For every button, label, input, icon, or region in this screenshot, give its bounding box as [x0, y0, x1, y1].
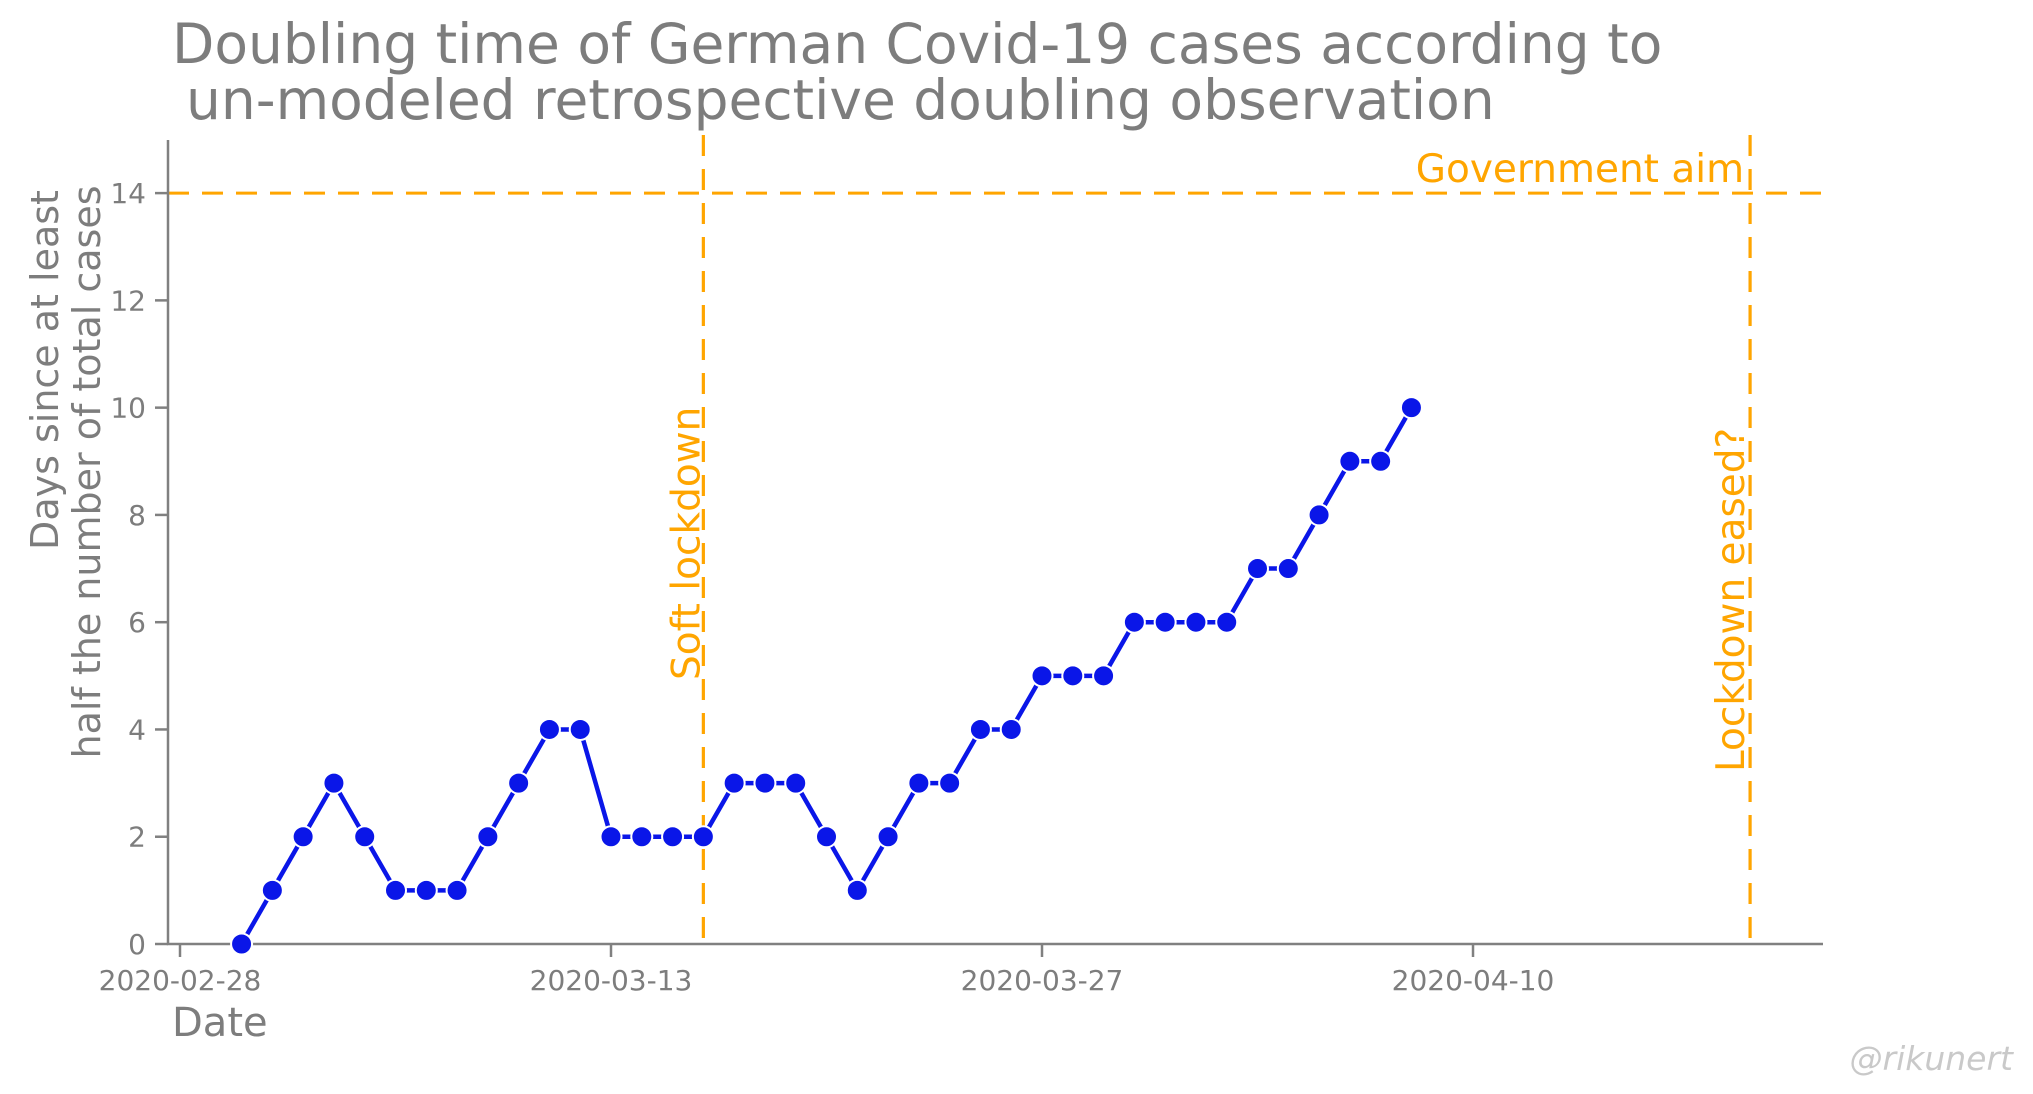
data-point [568, 717, 592, 741]
y-tick-label: 10 [110, 392, 146, 425]
y-tick-label: 0 [128, 928, 146, 961]
data-point [1338, 449, 1362, 473]
y-tick-label: 14 [110, 177, 146, 210]
data-point [691, 825, 715, 849]
y-tick-label: 12 [110, 284, 146, 317]
data-point [322, 771, 346, 795]
data-point [784, 771, 808, 795]
data-point [1369, 449, 1393, 473]
y-tick-label: 4 [128, 713, 146, 746]
data-point [1153, 610, 1177, 634]
data-point [414, 878, 438, 902]
data-point [1399, 396, 1423, 420]
data-point [722, 771, 746, 795]
y-axis-label-line2: half the number of total cases [65, 185, 109, 758]
data-point [445, 878, 469, 902]
lockdown-eased-label: Lockdown eased? [1709, 428, 1754, 772]
government-aim-label: Government aim [1416, 147, 1744, 192]
data-point [384, 878, 408, 902]
data-point [1246, 557, 1270, 581]
data-point [999, 717, 1023, 741]
x-tick-label: 2020-03-27 [961, 964, 1124, 997]
data-point [230, 932, 254, 956]
data-point [938, 771, 962, 795]
x-axis-label: Date [172, 1000, 268, 1046]
soft-lockdown-label: Soft lockdown [664, 407, 709, 680]
plot-area: Government aim Soft lockdown Lockdown ease… [99, 135, 1823, 997]
data-point [753, 771, 777, 795]
y-tick-label: 8 [128, 499, 146, 532]
data-point [876, 825, 900, 849]
x-tick-label: 2020-03-13 [530, 964, 693, 997]
data-point [599, 825, 623, 849]
data-point [661, 825, 685, 849]
x-tick-label: 2020-04-10 [1392, 964, 1555, 997]
data-point [1030, 664, 1054, 688]
data-point [1092, 664, 1116, 688]
data-point [845, 878, 869, 902]
data-point [907, 771, 931, 795]
data-point [291, 825, 315, 849]
data-point [1307, 503, 1331, 527]
data-point [476, 825, 500, 849]
y-tick-label: 2 [128, 821, 146, 854]
y-axis-label-line1: Days since at least [23, 190, 67, 550]
data-point [1184, 610, 1208, 634]
data-point [507, 771, 531, 795]
data-point [537, 717, 561, 741]
chart-title-line1: Doubling time of German Covid-19 cases a… [172, 12, 1662, 76]
axis-spine [166, 140, 1823, 946]
data-point [1061, 664, 1085, 688]
data-point [815, 825, 839, 849]
watermark: @rikunert [1850, 1039, 2015, 1078]
y-tick-label: 6 [128, 606, 146, 639]
data-point [630, 825, 654, 849]
data-point [1215, 610, 1239, 634]
series-line [239, 406, 1414, 946]
data-point [1276, 557, 1300, 581]
x-tick-label: 2020-02-28 [99, 964, 262, 997]
data-point [260, 878, 284, 902]
data-point [353, 825, 377, 849]
data-point [1122, 610, 1146, 634]
chart-title-line2: un-modeled retrospective doubling observ… [186, 68, 1495, 132]
data-point [968, 717, 992, 741]
